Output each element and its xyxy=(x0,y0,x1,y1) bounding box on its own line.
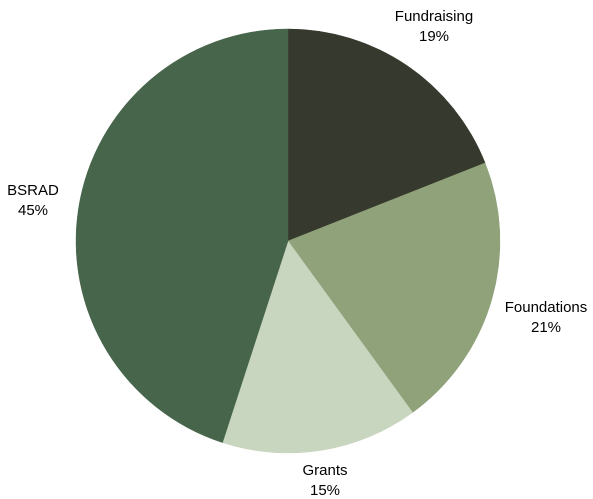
labels-layer: Fundraising 19% Foundations 21% Grants 15% BSR… xyxy=(7,8,587,499)
pie-slice-grants xyxy=(222,240,413,454)
slice-label-bsrad: BSRAD xyxy=(7,182,59,199)
slice-value-bsrad: 45% xyxy=(18,202,48,219)
pie-slice-bsrad xyxy=(75,28,289,443)
pie-slice-foundations xyxy=(287,162,501,413)
slice-label-fundraising: Fundraising xyxy=(395,8,473,25)
slice-value-fundraising: 19% xyxy=(419,28,449,45)
slice-label-grants: Grants xyxy=(302,462,347,479)
pie-slice-fundraising xyxy=(287,28,486,242)
slice-value-foundations: 21% xyxy=(531,319,561,336)
slice-label-foundations: Foundations xyxy=(505,299,588,316)
slice-value-grants: 15% xyxy=(310,482,340,499)
slices-layer xyxy=(75,28,501,454)
